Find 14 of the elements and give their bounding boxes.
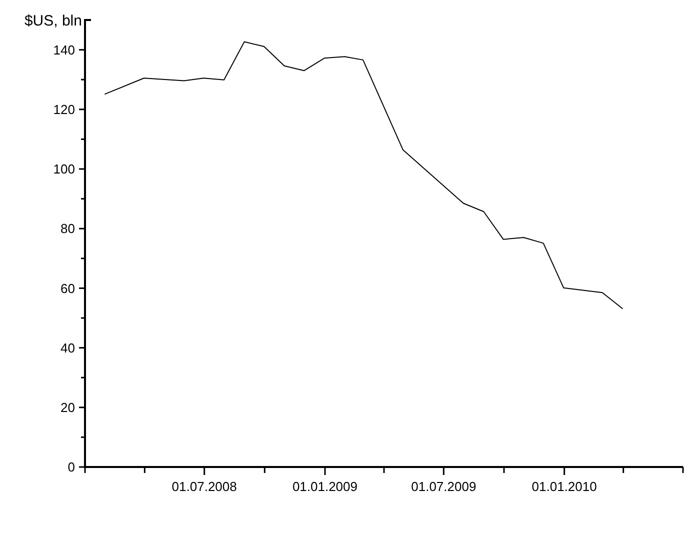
x-tick-label: 01.01.2010 [532, 479, 597, 494]
y-tick-label: 0 [68, 460, 75, 475]
line-series [104, 41, 624, 310]
y-tick-label: 140 [53, 42, 75, 58]
x-tick-label: 01.07.2009 [411, 479, 476, 494]
y-tick-label: 20 [60, 400, 75, 415]
y-tick-label: 60 [60, 280, 75, 296]
y-tick-label: 100 [53, 162, 75, 177]
y-tick-label: 120 [53, 102, 75, 117]
y-tick-label: 80 [60, 221, 75, 236]
x-tick-label: 01.07.2008 [172, 479, 237, 494]
y-axis-title: $US, bln [24, 12, 82, 30]
x-tick-label: 01.01.2009 [292, 479, 358, 494]
y-tick-label: 40 [60, 340, 75, 356]
